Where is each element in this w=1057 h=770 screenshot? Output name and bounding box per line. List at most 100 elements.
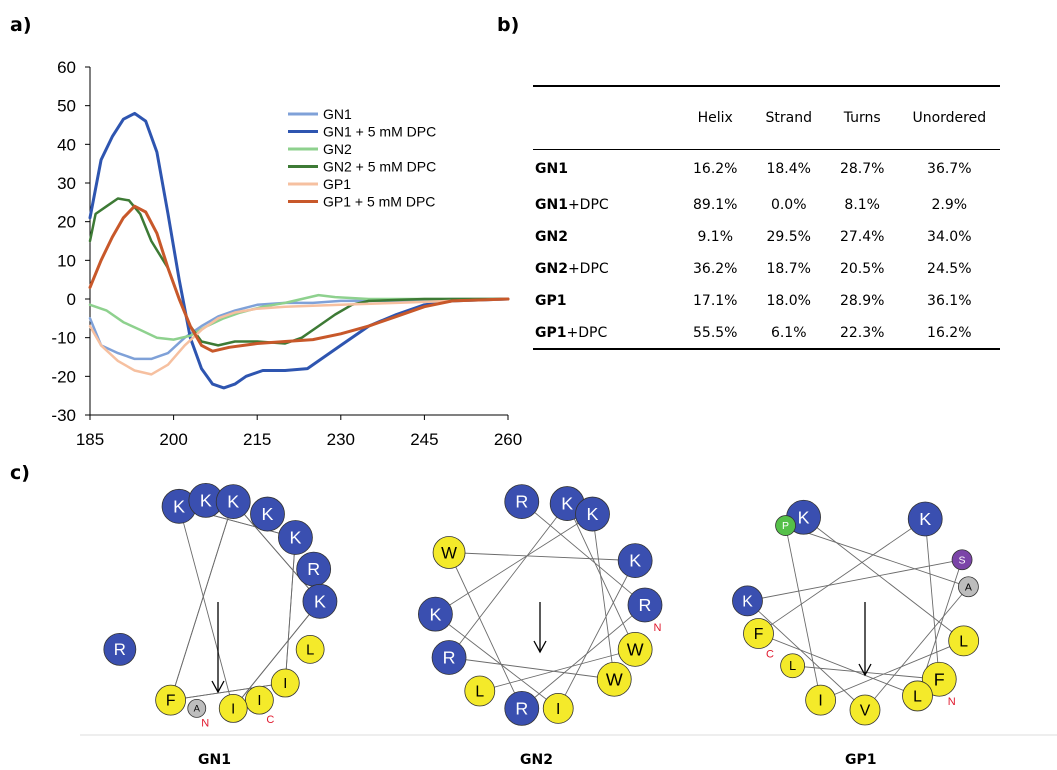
wheel-connector <box>747 600 866 711</box>
y-tick-label: -10 <box>51 329 76 348</box>
legend-label: GN1 <box>323 106 352 122</box>
residue-label: R <box>639 595 652 615</box>
table-row: GP1+DPC 55.5% 6.1% 22.3% 16.2% <box>533 317 1000 349</box>
residue-label: R <box>443 648 456 668</box>
residue-circle <box>902 680 933 712</box>
table-row: GN1+DPC 89.1% 0.0% 8.1% 2.9% <box>533 189 1000 221</box>
table-header-cell: Strand <box>765 109 812 126</box>
table-cell: 18.7% <box>766 261 811 277</box>
y-tick-label: 40 <box>57 135 76 154</box>
panel-label-b: b) <box>497 14 520 36</box>
secondary-structure-table-wrap: Helix Strand Turns Unordered GN1 16.2% 18.… <box>533 85 1057 350</box>
moment-arrow-head <box>533 640 547 654</box>
residue-label: K <box>289 528 301 548</box>
wheel-title-gn2: GN2 <box>520 752 553 768</box>
residue-circle <box>780 653 806 679</box>
wheel-connector <box>785 525 822 701</box>
table-cell: 16.2% <box>693 161 738 178</box>
table-cell: 0.0% <box>770 197 807 213</box>
terminal-label: C <box>266 714 274 726</box>
legend-label: GP1 + 5 mM DPC <box>323 194 435 210</box>
row-label: GN1+DPC <box>533 189 679 221</box>
residue-label: K <box>798 507 810 527</box>
series-line <box>88 197 510 347</box>
residue-circle <box>951 549 973 571</box>
table-row: GP1 17.1% 18.0% 28.9% 36.1% <box>533 285 1000 317</box>
residue-circle <box>295 634 325 664</box>
table-cell: 6.1% <box>770 324 807 341</box>
row-label-name: GN2 <box>535 229 568 245</box>
wheel-connector <box>448 552 523 709</box>
wheel-connector <box>232 601 321 709</box>
row-label-suffix: +DPC <box>567 261 609 277</box>
row-label: GP1 <box>533 285 679 317</box>
row-label-name: GN2 <box>535 261 568 277</box>
residue-label: V <box>860 702 871 719</box>
residue-label: I <box>231 701 235 717</box>
residue-circle <box>432 536 466 569</box>
table-cell: 2.9% <box>931 197 968 213</box>
legend-label: GN1 + 5 mM DPC <box>323 124 436 140</box>
residue-circle <box>907 501 943 537</box>
wheel-connector <box>284 537 296 684</box>
residue-circle <box>244 685 274 715</box>
residue-label: K <box>429 604 441 624</box>
wheel-connector <box>592 514 615 680</box>
table-header-cell: Unordered <box>912 109 987 126</box>
residue-circle <box>431 640 467 675</box>
residue-label: W <box>606 669 623 689</box>
table-cell: 29.5% <box>766 229 811 245</box>
wheel-connector <box>178 506 234 709</box>
residue-circle <box>504 484 540 519</box>
wheel-connector <box>479 648 636 692</box>
table-cell: 22.3% <box>839 324 885 341</box>
residue-label: K <box>629 551 641 571</box>
wheel-connector <box>758 518 926 634</box>
residue-circle <box>575 496 610 532</box>
legend-label: GN2 + 5 mM DPC <box>323 159 436 175</box>
panel-label-c: c) <box>10 462 30 484</box>
residue-circle <box>417 596 453 632</box>
wheel-connector <box>449 552 636 562</box>
row-label-suffix: +DPC <box>566 324 608 341</box>
residue-circle <box>278 520 313 555</box>
series-line <box>88 293 510 341</box>
residue-label: R <box>114 640 126 659</box>
wheel-connector <box>521 501 646 606</box>
x-tick-label: 200 <box>159 430 187 449</box>
residue-label: K <box>173 496 185 516</box>
residue-label: F <box>754 626 764 643</box>
residue-circle <box>743 618 774 649</box>
residue-label: R <box>515 699 528 719</box>
residue-circle <box>218 694 248 723</box>
residue-circle <box>542 693 574 724</box>
residue-label: I <box>556 701 560 718</box>
wheel-connector <box>448 503 568 658</box>
residue-label: S <box>959 554 966 566</box>
terminal-label: C <box>766 649 774 661</box>
x-tick-label: 185 <box>76 430 104 449</box>
residue-circle <box>627 587 663 623</box>
wheel-connector <box>803 516 964 642</box>
residue-label: K <box>742 593 753 610</box>
residue-circle <box>921 661 957 697</box>
table-row: GN2+DPC 36.2% 18.7% 20.5% 24.5% <box>533 253 1000 285</box>
panel-label-a: a) <box>10 14 32 36</box>
residue-label: L <box>913 688 922 705</box>
residue-circle <box>775 515 796 536</box>
terminal-label: N <box>201 717 209 729</box>
legend-label: GN2 <box>323 141 352 157</box>
row-label-name: GN1 <box>535 197 568 213</box>
residue-label: I <box>818 693 822 710</box>
y-tick-label: 10 <box>57 251 76 270</box>
table-cell: 9.1% <box>697 229 734 245</box>
residue-label: K <box>919 509 931 529</box>
residue-circle <box>805 684 837 716</box>
wheel-title-gp1: GP1 <box>845 752 877 768</box>
residue-circle <box>215 484 251 519</box>
table-cell: 16.2% <box>927 324 972 341</box>
residue-circle <box>155 684 187 716</box>
residue-circle <box>250 496 285 532</box>
